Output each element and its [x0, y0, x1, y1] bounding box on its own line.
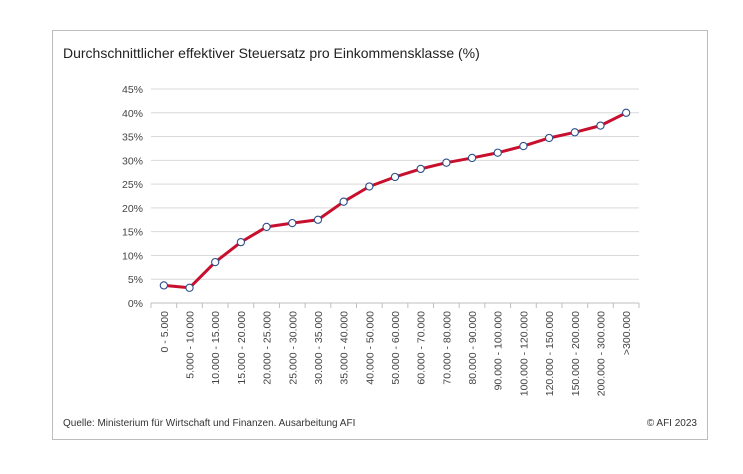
y-tick-label: 30% — [122, 155, 143, 167]
y-tick-label: 35% — [122, 132, 143, 144]
y-tick-label: 10% — [122, 250, 143, 262]
x-tick-labels: 0 - 5.000 5.000 - 10.000 10.000 - 15.000 15… — [159, 311, 633, 396]
data-point — [442, 158, 451, 167]
data-point — [313, 215, 323, 224]
line-chart: 0% 5% 10% 15% 20% 25% 30% 35% 40% 45% 0 - 5.000 5.… — [122, 84, 640, 396]
y-tick-label: 20% — [122, 203, 143, 215]
axes — [150, 302, 640, 308]
x-tick-label: 60.000 - 70.000 — [416, 311, 428, 385]
data-point — [519, 141, 528, 151]
data-point — [544, 133, 554, 143]
data-point — [262, 222, 271, 232]
data-point — [570, 128, 579, 137]
x-tick-label: 30.000 - 35.000 — [313, 311, 325, 385]
x-tick-label: 20.000 - 25.000 — [262, 311, 274, 385]
data-point — [211, 257, 220, 267]
y-tick-label: 5% — [128, 274, 143, 286]
data-point — [622, 108, 631, 117]
series-line-group — [162, 111, 628, 290]
x-tick-label: 40.000 - 50.000 — [364, 311, 376, 385]
x-tick-label: 90.000 - 100.000 — [493, 311, 505, 391]
y-tick-label: 15% — [122, 227, 143, 239]
data-point — [236, 237, 246, 247]
x-tick-label: >300.000 — [621, 311, 633, 355]
source-note: Quelle: Ministerium für Wirtschaft und F… — [63, 418, 356, 429]
y-tick-label: 0% — [128, 298, 143, 310]
data-point — [596, 121, 605, 130]
y-tick-label: 45% — [122, 84, 143, 96]
data-point — [288, 218, 297, 228]
copyright-note: © AFI 2023 — [646, 418, 697, 429]
data-point — [467, 153, 477, 163]
x-tick-label: 10.000 - 15.000 — [210, 311, 222, 385]
y-tick-label: 25% — [122, 179, 143, 191]
chart-title: Durchschnittlicher effektiver Steuersatz… — [63, 45, 480, 61]
y-tick-label: 40% — [122, 108, 143, 120]
x-tick-label: 100.000 - 120.000 — [518, 311, 530, 396]
data-point — [390, 172, 400, 182]
data-point — [339, 197, 348, 206]
x-tick-label: 5.000 - 10.000 — [185, 311, 197, 379]
data-point — [493, 148, 502, 157]
x-tick-label: 70.000 - 80.000 — [441, 311, 453, 385]
x-tick-label: 0 - 5.000 — [159, 311, 171, 353]
x-tick-label: 150.000 - 200.000 — [570, 311, 582, 396]
data-point — [159, 281, 168, 290]
x-tick-label: 80.000 - 90.000 — [467, 311, 479, 385]
data-point — [416, 164, 425, 174]
x-tick-label: 200.000 - 300.000 — [595, 311, 607, 396]
x-tick-label: 50.000 - 60.000 — [390, 311, 402, 385]
x-tick-label: 120.000 - 150.000 — [544, 311, 556, 396]
x-tick-label: 15.000 - 20.000 — [236, 311, 248, 385]
data-points — [159, 108, 631, 292]
x-tick-label: 35.000 - 40.000 — [339, 311, 351, 385]
data-point — [185, 283, 194, 292]
x-tick-label: 25.000 - 30.000 — [287, 311, 299, 385]
gridlines — [151, 88, 639, 280]
y-tick-labels: 0% 5% 10% 15% 20% 25% 30% 35% 40% 45% — [122, 84, 143, 310]
series-line — [162, 111, 628, 290]
data-point — [365, 182, 374, 191]
chart-card: Durchschnittlicher effektiver Steuersatz… — [52, 30, 708, 440]
